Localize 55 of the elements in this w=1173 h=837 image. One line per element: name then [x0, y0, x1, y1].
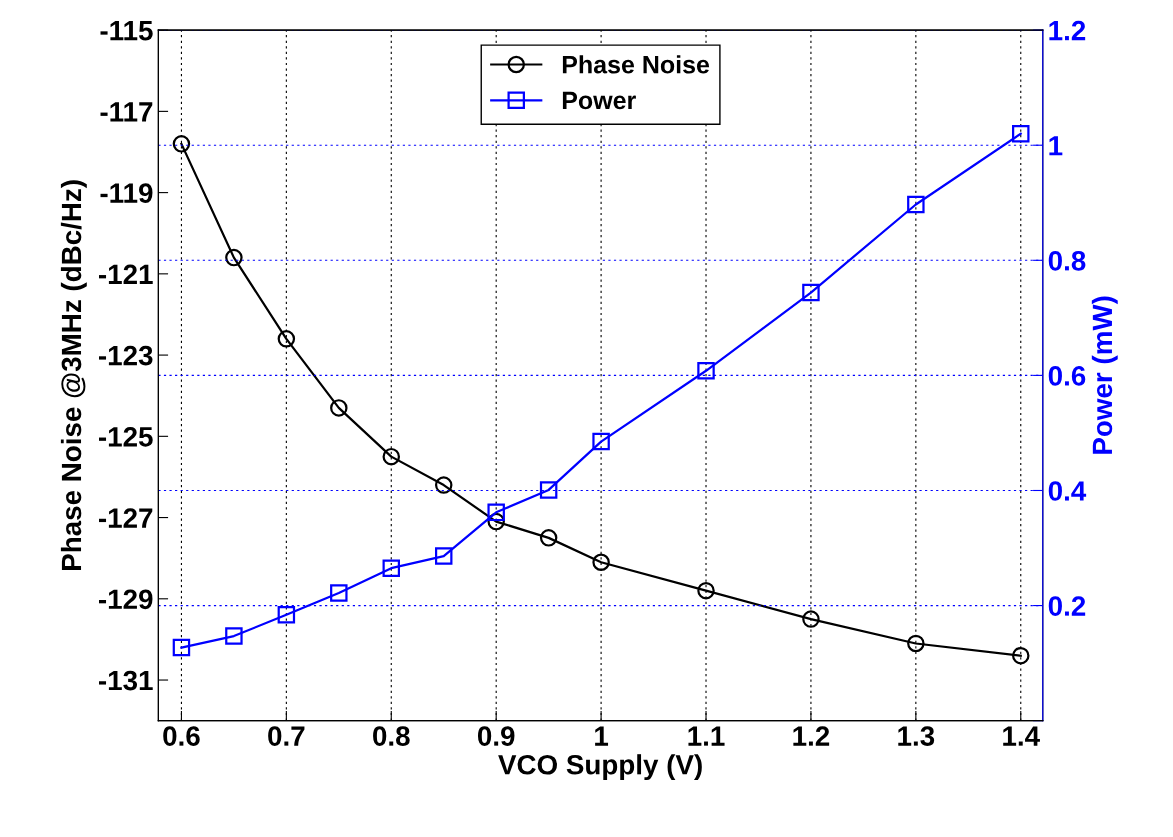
y2-tick-label: 0.4: [1048, 481, 1087, 501]
point: [172, 135, 191, 153]
y-tick-label: -131: [98, 670, 153, 691]
y-tick-label: -115: [100, 21, 153, 41]
point: [697, 362, 715, 380]
y-tick-label: -119: [100, 183, 153, 203]
y-tick-label: -123: [98, 345, 153, 366]
point: [539, 481, 558, 499]
y2-tick-label: 1.2: [1049, 20, 1086, 41]
point: [382, 559, 401, 577]
point: [434, 547, 453, 565]
y-tick-label: -117: [100, 102, 153, 122]
point: [802, 610, 820, 628]
y2-tick-label: 0.2: [1048, 596, 1086, 616]
y2-tick-label: 1: [1049, 136, 1063, 156]
point: [277, 606, 296, 624]
y2-axis-title: Power (mW): [1091, 296, 1118, 454]
point: [697, 581, 715, 600]
point: [592, 553, 610, 571]
legend-label: Power: [562, 91, 636, 110]
point: [1012, 646, 1030, 665]
point: [330, 584, 348, 602]
point: [277, 330, 296, 348]
point: [225, 248, 243, 267]
x-tick-label: 1: [595, 726, 609, 746]
point: [172, 638, 191, 657]
point: [225, 627, 243, 645]
point: [434, 476, 453, 494]
point: [802, 283, 820, 302]
point: [487, 503, 505, 522]
y-tick-label: -129: [98, 589, 153, 610]
x-tick-label: 1.3: [898, 726, 935, 746]
legend-label: Phase Noise: [562, 55, 710, 74]
x-tick-label: 0.9: [477, 726, 515, 746]
point: [1012, 124, 1030, 143]
point: [907, 195, 925, 214]
x-tick-label: 1.2: [793, 726, 830, 746]
x-tick-label: 0.7: [268, 726, 305, 746]
y-tick-label: -121: [98, 264, 153, 284]
x-tick-label: 1.4: [1003, 726, 1040, 746]
x-tick-label: 1.1: [688, 726, 725, 746]
y-tick-label: -125: [98, 426, 153, 447]
point: [487, 512, 505, 531]
point: [539, 529, 558, 547]
y2-tick-label: 0.6: [1048, 366, 1086, 386]
y-tick-label: -127: [98, 508, 153, 528]
point: [330, 399, 348, 417]
y2-tick-label: 0.8: [1048, 250, 1086, 271]
y-axis-title: Phase Noise @3MHz (dBc/Hz): [60, 180, 87, 570]
point: [592, 432, 610, 451]
x-axis-title: VCO Supply (V): [498, 754, 702, 781]
x-tick-label: 0.8: [373, 726, 410, 746]
point: [382, 447, 401, 466]
x-tick-label: 0.6: [163, 726, 200, 746]
point: [907, 634, 925, 653]
